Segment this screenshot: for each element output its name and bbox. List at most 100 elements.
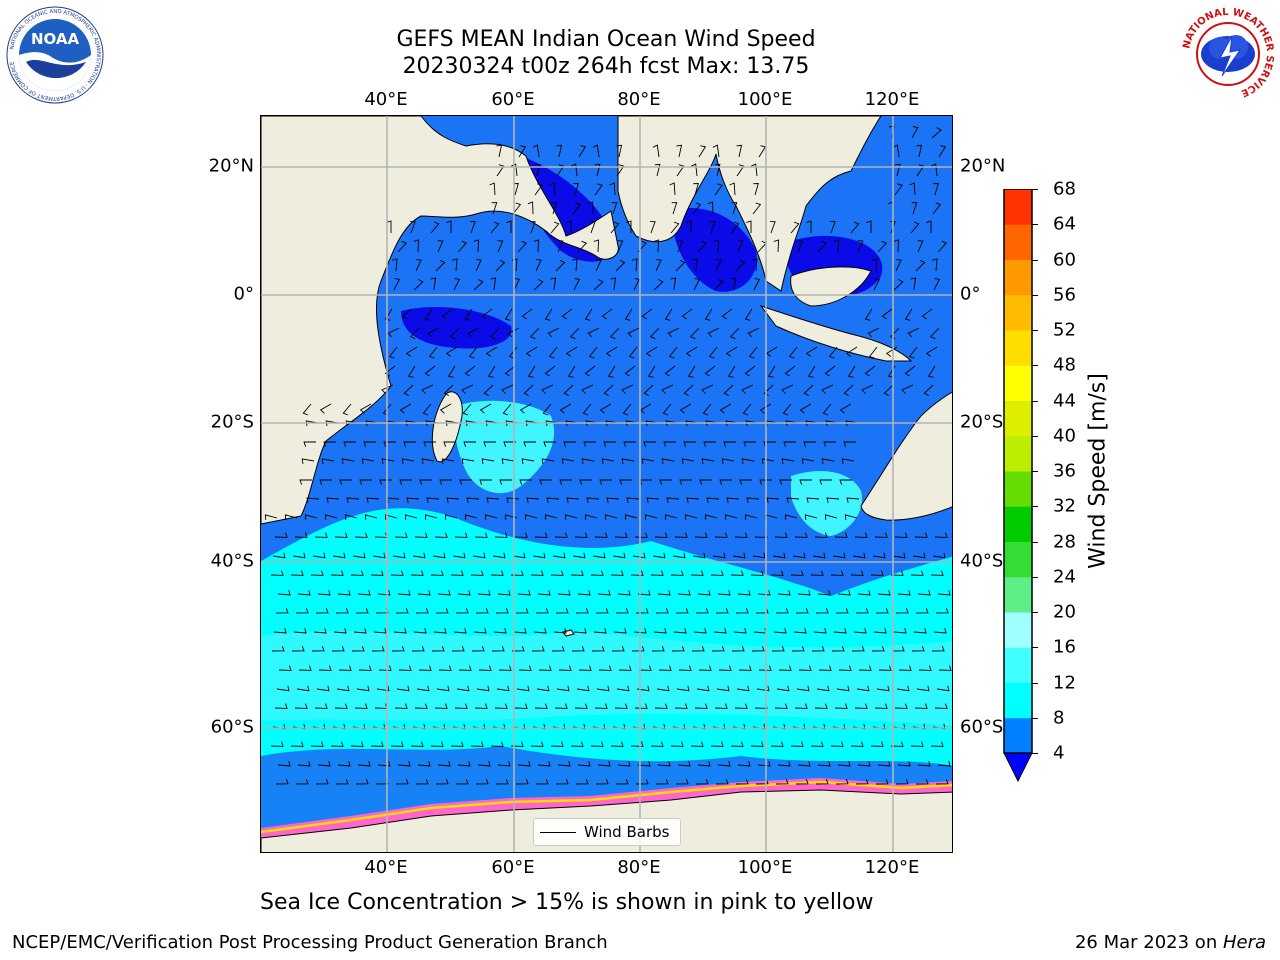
wind-barb — [379, 479, 392, 485]
wind-barb — [784, 365, 796, 377]
wind-barb — [470, 570, 484, 576]
wind-barb — [594, 532, 608, 538]
wind-barb — [486, 497, 500, 503]
wind-barb — [650, 741, 664, 747]
wind-barb — [733, 628, 747, 634]
wind-barb — [563, 441, 576, 447]
colorbar-tick-mark — [1032, 259, 1038, 261]
wind-barb — [735, 607, 749, 614]
wind-barb — [663, 441, 676, 447]
colorbar-tick: 32 — [1053, 495, 1076, 517]
wind-barb — [573, 183, 579, 196]
wind-barb — [712, 144, 720, 158]
left-tick-60s: 60°S — [210, 716, 254, 738]
wind-barb — [679, 403, 692, 414]
wind-barb — [763, 441, 776, 447]
wind-barb — [866, 220, 872, 233]
wind-barb — [826, 497, 840, 503]
wind-barb — [739, 479, 752, 485]
wind-barb — [839, 403, 852, 414]
wind-barb — [397, 761, 411, 767]
wind-barb — [355, 778, 369, 785]
wind-barb — [791, 645, 805, 652]
colorbar-tick-mark — [1032, 506, 1038, 508]
nws-logo: NATIONAL WEATHER SERVICE — [1181, 7, 1275, 101]
wind-barb — [668, 346, 678, 359]
wind-barb — [449, 327, 460, 340]
wind-barb — [571, 645, 585, 652]
wind-barb — [671, 202, 678, 215]
wind-barb — [504, 365, 516, 377]
wind-barb — [872, 258, 878, 272]
wind-barb — [911, 202, 918, 215]
wind-barb — [806, 220, 812, 233]
wind-barb — [896, 685, 910, 692]
wind-barb — [570, 741, 584, 747]
wind-barb — [746, 497, 760, 503]
wind-barb — [650, 221, 656, 234]
wind-barb — [910, 221, 920, 234]
left-tick-40s: 40°S — [210, 550, 254, 572]
wind-barb — [753, 183, 759, 196]
wind-barb — [916, 685, 930, 692]
wind-barb — [606, 497, 620, 503]
wind-barb — [890, 741, 904, 747]
wind-barb — [637, 590, 651, 596]
wind-barb — [775, 778, 789, 785]
wind-barb — [519, 403, 532, 414]
wind-barb — [788, 346, 798, 359]
wind-barb — [417, 590, 431, 596]
wind-barb — [584, 308, 593, 321]
wind-barb — [350, 741, 364, 747]
wind-barb — [435, 778, 449, 785]
wind-barb — [518, 145, 527, 158]
wind-barb — [843, 441, 856, 447]
wind-barb — [577, 761, 591, 767]
wind-barb — [864, 308, 873, 321]
wind-barb — [544, 365, 556, 377]
wind-barb — [474, 532, 488, 538]
wind-barb — [311, 645, 325, 652]
wind-barb — [510, 570, 524, 576]
wind-barb — [384, 308, 393, 321]
wind-barb — [616, 144, 623, 158]
wind-barb — [597, 761, 611, 767]
wind-barb — [675, 259, 686, 272]
wind-barb — [912, 552, 926, 559]
wind-barb — [376, 685, 390, 692]
wind-barb — [630, 570, 644, 576]
wind-barb — [654, 163, 661, 177]
wind-barb — [929, 327, 940, 340]
wind-barb — [735, 778, 749, 785]
wind-barb — [652, 552, 666, 559]
wind-barb — [933, 278, 941, 291]
wind-barb — [679, 479, 692, 485]
wind-barb — [270, 741, 284, 747]
wind-band-12-16 — [261, 631, 952, 726]
colorbar-tick: 48 — [1053, 354, 1076, 376]
wind-barb — [838, 665, 852, 671]
wind-barb — [523, 384, 534, 396]
wind-barb — [475, 778, 489, 785]
wind-barb — [290, 570, 304, 576]
wind-barb — [894, 703, 908, 709]
wind-barb — [803, 384, 814, 396]
wind-barb — [710, 221, 716, 234]
colorbar-bin — [1004, 224, 1032, 260]
wind-barb — [452, 258, 458, 272]
wind-barb — [671, 645, 685, 652]
wind-barb — [335, 607, 349, 614]
wind-barb — [895, 607, 909, 614]
wind-barb — [271, 645, 285, 652]
asia-landmass — [617, 116, 882, 292]
wind-barb — [550, 221, 560, 234]
colorbar-bin — [1004, 682, 1032, 719]
wind-barb — [583, 441, 596, 447]
wind-barb — [397, 590, 411, 596]
wind-barb — [613, 628, 627, 634]
wind-barb — [846, 346, 858, 357]
wind-barb — [299, 479, 312, 485]
wind-barb — [734, 532, 748, 538]
wind-barb — [714, 163, 721, 177]
wind-barb — [669, 182, 676, 196]
